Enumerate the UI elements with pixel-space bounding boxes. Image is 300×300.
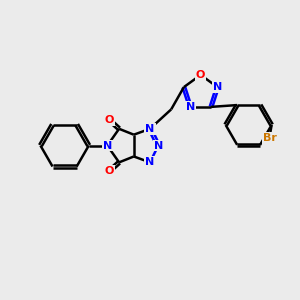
Text: N: N	[146, 124, 154, 134]
Text: N: N	[103, 141, 112, 151]
Text: Br: Br	[263, 133, 277, 143]
Text: O: O	[105, 115, 114, 125]
Text: N: N	[154, 141, 163, 151]
Text: N: N	[213, 82, 222, 92]
Text: N: N	[186, 102, 195, 112]
Text: O: O	[105, 166, 114, 176]
Text: O: O	[196, 70, 205, 80]
Text: N: N	[146, 158, 154, 167]
